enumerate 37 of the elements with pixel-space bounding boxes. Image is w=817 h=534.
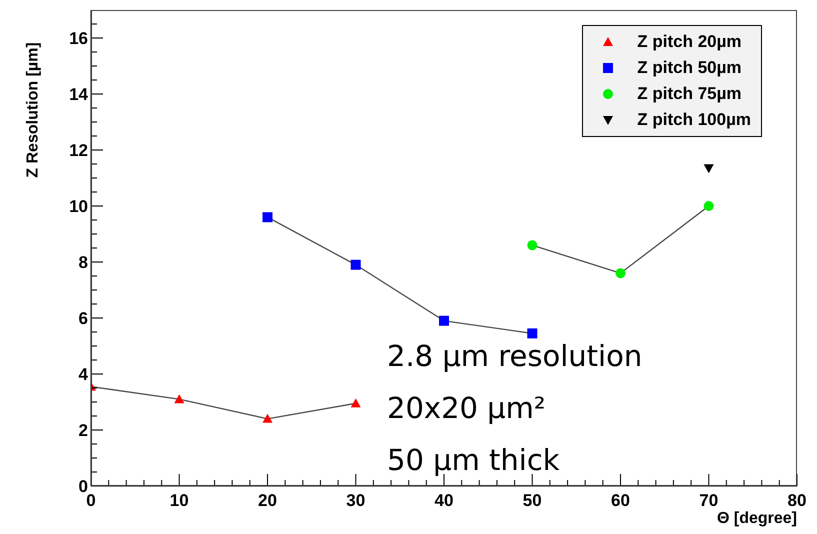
y-tick-label: 4 bbox=[78, 365, 89, 384]
y-tick-label: 2 bbox=[78, 421, 88, 440]
legend-label: Z pitch 50µm bbox=[637, 58, 742, 78]
legend-label: Z pitch 20µm bbox=[637, 32, 742, 52]
point bbox=[350, 260, 361, 270]
legend-label: Z pitch 100µm bbox=[637, 110, 751, 130]
y-tick-label: 10 bbox=[69, 197, 88, 216]
point bbox=[350, 398, 361, 408]
legend-label: Z pitch 75µm bbox=[637, 84, 742, 104]
x-tick-label: 70 bbox=[699, 491, 718, 510]
point bbox=[704, 201, 714, 211]
x-tick-label: 40 bbox=[434, 491, 454, 510]
point bbox=[704, 164, 714, 174]
annotation: 50 µm thick bbox=[387, 442, 561, 479]
x-tick-label: 60 bbox=[611, 491, 630, 510]
y-tick-label: 12 bbox=[69, 141, 88, 160]
y-tick-label: 16 bbox=[69, 29, 88, 48]
x-tick-label: 80 bbox=[788, 491, 806, 510]
x-tick-label: 50 bbox=[522, 491, 542, 510]
y-tick-label: 0 bbox=[78, 477, 88, 496]
x-tick-label: 10 bbox=[170, 491, 189, 510]
point bbox=[262, 414, 272, 423]
point bbox=[439, 316, 449, 326]
y-tick-label: 8 bbox=[78, 253, 88, 272]
point bbox=[527, 328, 538, 338]
point bbox=[616, 268, 626, 278]
y-tick-label: 14 bbox=[69, 85, 89, 104]
x-tick-label: 20 bbox=[258, 491, 277, 510]
x-axis-title: Θ [degree] bbox=[716, 510, 797, 528]
x-tick-label: 30 bbox=[346, 491, 366, 510]
point bbox=[174, 394, 184, 404]
point bbox=[262, 212, 272, 222]
point bbox=[527, 240, 538, 250]
annotation: 20x20 µm² bbox=[387, 390, 547, 427]
annotation: 2.8 µm resolution bbox=[387, 338, 642, 375]
y-axis-title: Z Resolution [µm] bbox=[25, 42, 43, 178]
y-tick-label: 6 bbox=[78, 309, 88, 328]
